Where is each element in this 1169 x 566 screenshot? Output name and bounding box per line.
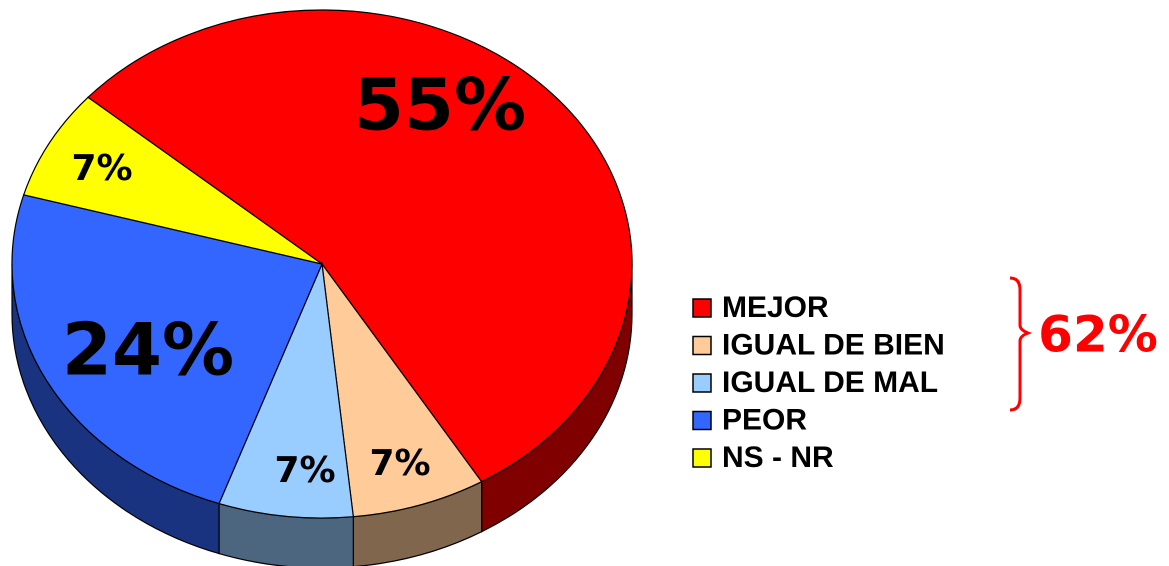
data-label: 55% (354, 63, 526, 147)
legend-label: IGUAL DE BIEN (722, 328, 945, 361)
legend-swatch (692, 410, 712, 431)
legend-swatch (692, 298, 712, 318)
bracket (1009, 276, 1033, 412)
slice (218, 261, 354, 519)
data-label: 7% (71, 148, 132, 189)
legend-label: IGUAL DE MAL (722, 366, 938, 399)
annotation: 62% (1038, 306, 1158, 364)
legend-label: NS - NR (722, 441, 834, 474)
data-label: 24% (62, 308, 234, 392)
slice (22, 96, 323, 265)
legend-swatch (692, 448, 712, 468)
data-label: 7% (274, 450, 335, 491)
legend-swatch (692, 335, 712, 356)
legend-label: MEJOR (722, 291, 829, 324)
slice (11, 194, 323, 505)
slice (87, 9, 633, 483)
legend-label: PEOR (722, 403, 807, 436)
slice (321, 261, 483, 518)
data-label: 7% (369, 443, 430, 484)
legend-swatch (692, 373, 712, 393)
